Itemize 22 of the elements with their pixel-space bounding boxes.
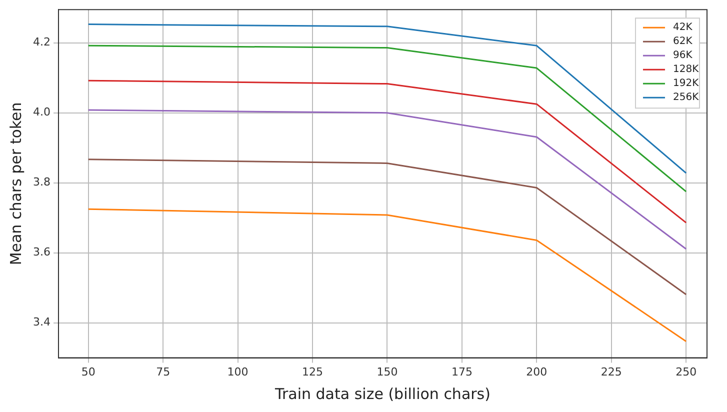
x-tick-label: 250 bbox=[676, 365, 697, 378]
y-tick-label: 4.2 bbox=[32, 36, 50, 49]
legend-label: 42K bbox=[673, 22, 693, 34]
y-tick-label: 3.8 bbox=[32, 176, 50, 189]
legend-label: 192K bbox=[673, 78, 700, 90]
y-tick-label: 4.0 bbox=[32, 106, 50, 119]
x-tick-label: 125 bbox=[302, 365, 324, 378]
y-axis-title: Mean chars per token bbox=[6, 102, 25, 266]
y-tick-label: 3.4 bbox=[32, 316, 50, 329]
x-tick-label: 200 bbox=[526, 365, 548, 378]
legend-label: 256K bbox=[673, 92, 700, 104]
x-tick-label: 100 bbox=[227, 365, 248, 378]
legend-label: 62K bbox=[673, 36, 693, 48]
x-tick-label: 150 bbox=[376, 365, 398, 378]
legend-label: 128K bbox=[673, 64, 700, 76]
x-tick-label: 50 bbox=[81, 365, 96, 378]
x-tick-label: 75 bbox=[156, 365, 170, 378]
x-tick-label: 175 bbox=[451, 365, 472, 378]
x-axis-title: Train data size (billion chars) bbox=[274, 384, 490, 403]
legend-label: 96K bbox=[673, 50, 693, 62]
x-tick-label: 225 bbox=[600, 365, 622, 378]
y-tick-label: 3.6 bbox=[32, 246, 50, 259]
